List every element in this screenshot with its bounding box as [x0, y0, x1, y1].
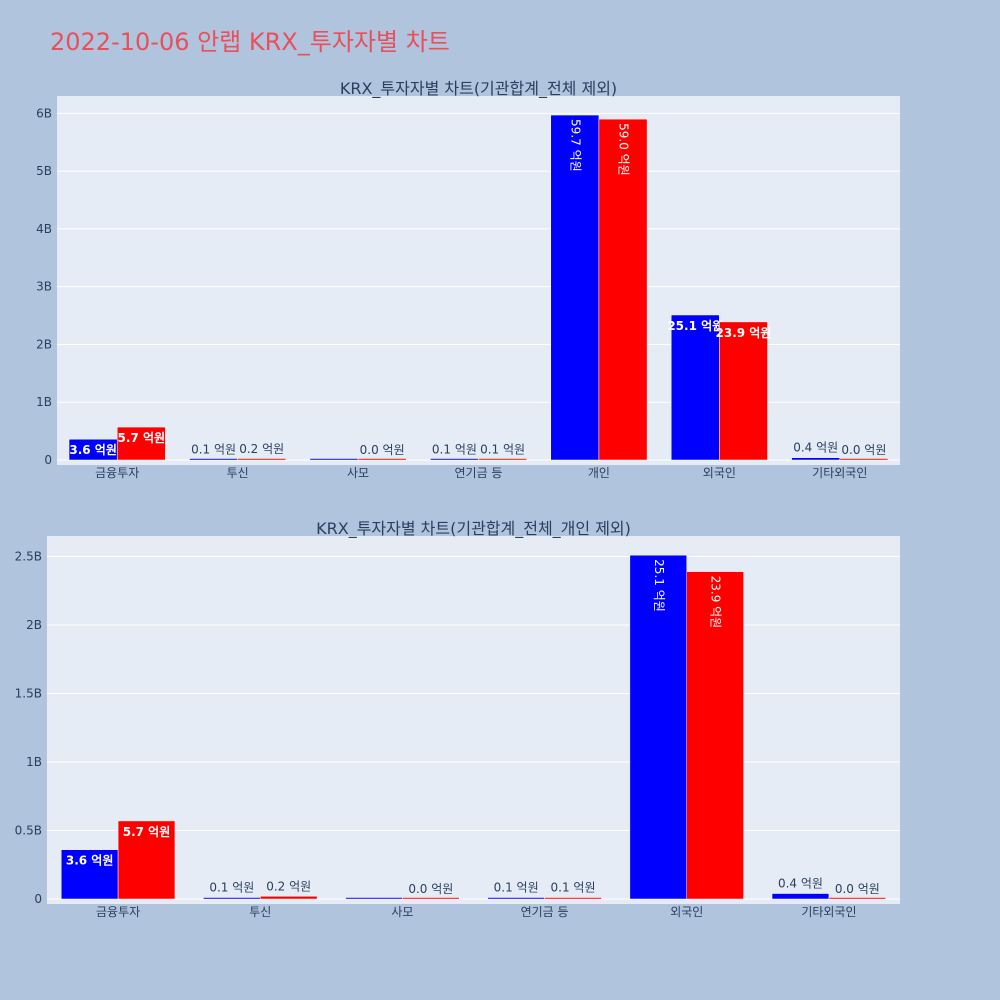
- y-tick-label: 1B: [36, 395, 52, 409]
- bar: [771, 893, 830, 900]
- bar: [598, 118, 648, 461]
- bar-label: 59.7 억원: [568, 119, 582, 172]
- bar: [430, 458, 479, 461]
- y-tick-label: 2.5B: [15, 550, 42, 564]
- bar: [791, 457, 841, 461]
- x-tick-label: 개인: [588, 466, 610, 480]
- bar-label: 0.0 억원: [841, 443, 886, 457]
- bar: [117, 820, 176, 900]
- bar: [839, 458, 889, 461]
- x-tick-label: 금융투자: [96, 905, 140, 919]
- x-tick-label: 외국인: [703, 466, 736, 480]
- bar-label: 0.1 억원: [432, 442, 477, 456]
- x-tick-label: 외국인: [670, 905, 703, 919]
- bar: [189, 458, 238, 461]
- bar-label: 0.2 억원: [266, 879, 311, 893]
- bar: [357, 458, 407, 461]
- bar-label: 3.6 억원: [69, 443, 117, 457]
- x-tick-label: 기타외국인: [801, 905, 856, 919]
- y-tick-label: 4B: [36, 222, 52, 236]
- bar: [487, 897, 545, 900]
- bar: [544, 897, 602, 900]
- bar-label: 0.4 억원: [778, 877, 823, 891]
- bar: [203, 897, 261, 900]
- bar-label: 5.7 억원: [123, 825, 171, 839]
- y-tick-label: 1.5B: [15, 687, 42, 701]
- bar: [60, 849, 119, 900]
- x-tick-label: 기타외국인: [812, 466, 867, 480]
- y-tick-label: 2B: [26, 618, 42, 632]
- bar: [550, 114, 600, 461]
- x-tick-label: 금융투자: [95, 466, 139, 480]
- bar: [686, 571, 744, 900]
- bar-label: 0.1 억원: [191, 442, 236, 456]
- bar: [402, 897, 460, 900]
- bar-label: 25.1 억원: [652, 559, 666, 612]
- bar-label: 5.7 억원: [118, 431, 166, 445]
- bar-label: 0.1 억원: [494, 881, 539, 895]
- bar-label: 0.1 억원: [480, 442, 525, 456]
- y-tick-label: 5B: [36, 164, 52, 178]
- bar-label: 59.0 억원: [617, 123, 631, 176]
- bar: [478, 458, 527, 461]
- y-tick-label: 6B: [36, 106, 52, 120]
- y-tick-label: 0.5B: [15, 824, 42, 838]
- x-tick-label: 연기금 등: [455, 466, 503, 480]
- y-tick-label: 0: [44, 453, 52, 467]
- chart-bottom: 0 0.5B 1B 1.5B 2B 2.5B KRX_투자자별 차트(기관합계_전체_개인 …: [15, 519, 900, 919]
- bar: [629, 554, 688, 900]
- bar-label: 0.0 억원: [360, 443, 405, 457]
- x-tick-label: 연기금 등: [521, 905, 569, 919]
- bar: [116, 426, 166, 461]
- plot-area: [57, 96, 900, 465]
- bar-label: 23.9 억원: [716, 326, 772, 340]
- page-title: 2022-10-06 안랩 KRX_투자자별 차트: [50, 28, 450, 56]
- y-tick-label: 2B: [36, 337, 52, 351]
- bar-label: 0.0 억원: [408, 882, 453, 896]
- bar-label: 0.1 억원: [551, 881, 596, 895]
- y-tick-label: 3B: [36, 280, 52, 294]
- chart-title: KRX_투자자별 차트(기관합계_전체_개인 제외): [316, 519, 631, 539]
- bar: [719, 321, 768, 461]
- x-tick-label: 사모: [391, 905, 413, 919]
- y-tick-label: 0: [34, 892, 42, 906]
- bar-label: 25.1 억원: [667, 319, 723, 333]
- plot-area: [47, 536, 900, 904]
- bar-label: 0.1 억원: [209, 881, 254, 895]
- bar: [345, 897, 403, 900]
- bar-label: 0.2 억원: [239, 442, 284, 456]
- chart-title: KRX_투자자별 차트(기관합계_전체 제외): [340, 79, 617, 99]
- bar: [670, 314, 720, 461]
- bar: [237, 458, 287, 461]
- y-tick-label: 1B: [26, 755, 42, 769]
- bar-label: 0.4 억원: [793, 441, 838, 455]
- bar: [260, 896, 318, 900]
- bar-label: 3.6 억원: [66, 854, 114, 868]
- bar: [828, 897, 887, 900]
- bar-label: 0.0 억원: [835, 882, 880, 896]
- chart-top: 0 1B 2B 3B 4B 5B 6B KRX_투자자별 차트(기관합계_전체 제외) 금융투자…: [36, 79, 900, 480]
- x-tick-label: 투신: [227, 466, 249, 480]
- bar: [309, 458, 359, 461]
- bar-label: 23.9 억원: [709, 576, 723, 629]
- x-tick-label: 투신: [249, 905, 271, 919]
- x-tick-label: 사모: [347, 466, 369, 480]
